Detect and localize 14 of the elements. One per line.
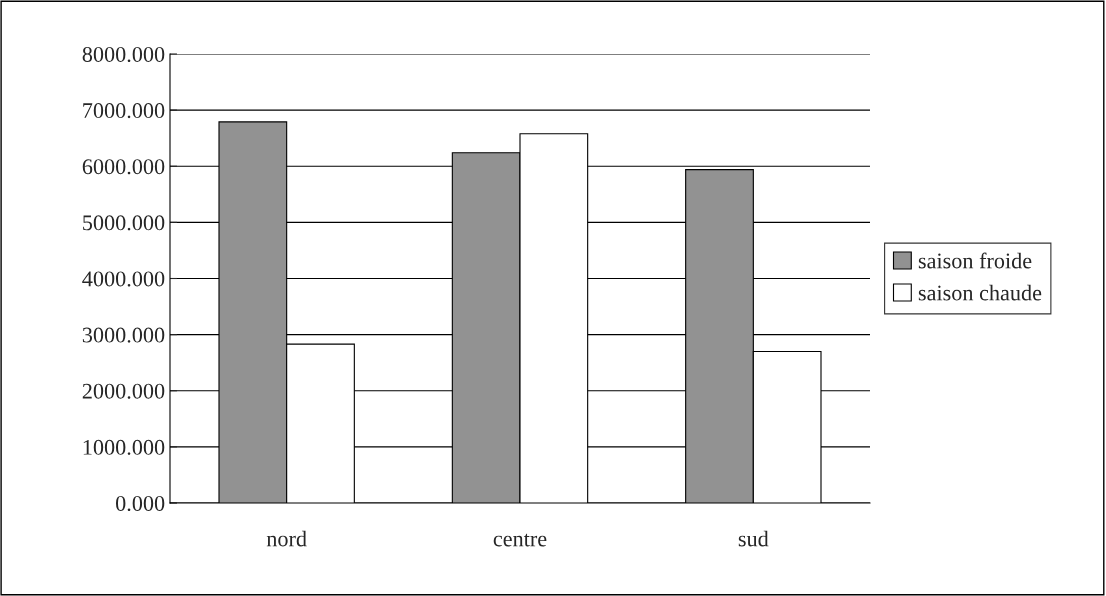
y-tick-label: 5000.000 — [83, 215, 165, 231]
x-tick-label: nord — [266, 530, 307, 547]
x-tick-label: sud — [738, 530, 769, 547]
legend-label: saison chaude — [918, 284, 1042, 301]
y-tick-label: 7000.000 — [83, 103, 165, 119]
y-tick-label: 2000.000 — [82, 383, 165, 399]
y-tick-label: 3000.000 — [82, 327, 165, 343]
x-tick-label: centre — [493, 533, 547, 547]
y-tick-label: 6000.000 — [82, 159, 165, 175]
y-tick-label: 0.000 — [115, 495, 165, 512]
y-tick-label: 8000.000 — [82, 46, 165, 63]
y-tick-label: 1000.000 — [83, 439, 165, 455]
legend-label: saison froide — [918, 252, 1032, 269]
y-tick-label: 4000.000 — [82, 271, 165, 287]
